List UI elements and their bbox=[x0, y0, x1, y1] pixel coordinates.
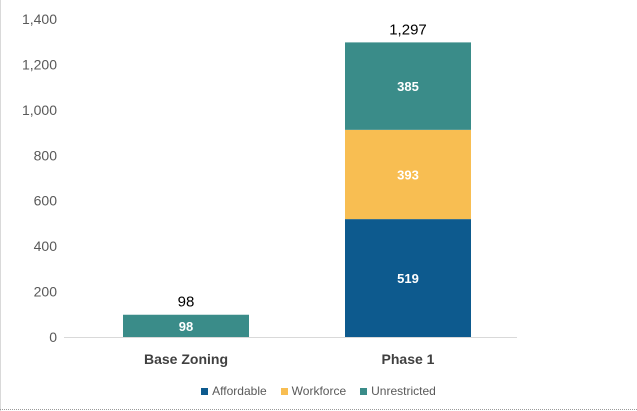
legend-swatch-unrestricted bbox=[360, 387, 368, 395]
legend-swatch-workforce bbox=[280, 387, 288, 395]
y-tick-label: 1,000 bbox=[22, 102, 57, 118]
legend-item-affordable: Affordable bbox=[201, 384, 267, 398]
y-tick-label: 200 bbox=[34, 284, 58, 300]
bar-segment-workforce bbox=[345, 129, 471, 220]
segment-data-label: 519 bbox=[397, 271, 419, 286]
legend-item-workforce: Workforce bbox=[280, 384, 347, 398]
y-tick-label: 1,200 bbox=[22, 56, 57, 72]
legend-item-unrestricted: Unrestricted bbox=[360, 384, 436, 398]
segment-data-label: 98 bbox=[179, 319, 193, 334]
image-bottom-border bbox=[0, 409, 637, 411]
y-tick-label: 800 bbox=[34, 147, 58, 163]
bar-total-label: 98 bbox=[178, 294, 195, 311]
y-tick-label: 0 bbox=[49, 329, 57, 345]
y-tick-label: 600 bbox=[34, 193, 58, 209]
image-left-border bbox=[0, 0, 1, 411]
legend-swatch-affordable bbox=[201, 387, 209, 395]
bar-segment-unrestricted bbox=[345, 42, 471, 130]
y-tick-label: 1,400 bbox=[22, 11, 57, 27]
chart-legend: Affordable Workforce Unrestricted bbox=[0, 384, 637, 398]
segment-data-label: 393 bbox=[397, 167, 419, 182]
bar-segment-unrestricted bbox=[123, 314, 249, 337]
legend-label-affordable: Affordable bbox=[212, 384, 267, 398]
legend-label-workforce: Workforce bbox=[291, 384, 347, 398]
x-category-label: Phase 1 bbox=[382, 351, 435, 367]
legend-label-unrestricted: Unrestricted bbox=[371, 384, 436, 398]
y-tick-label: 400 bbox=[34, 238, 58, 254]
bar-segment-affordable bbox=[345, 219, 471, 337]
segment-data-label: 385 bbox=[397, 79, 419, 94]
bar-total-label: 1,297 bbox=[389, 21, 427, 38]
x-category-label: Base Zoning bbox=[144, 351, 228, 367]
